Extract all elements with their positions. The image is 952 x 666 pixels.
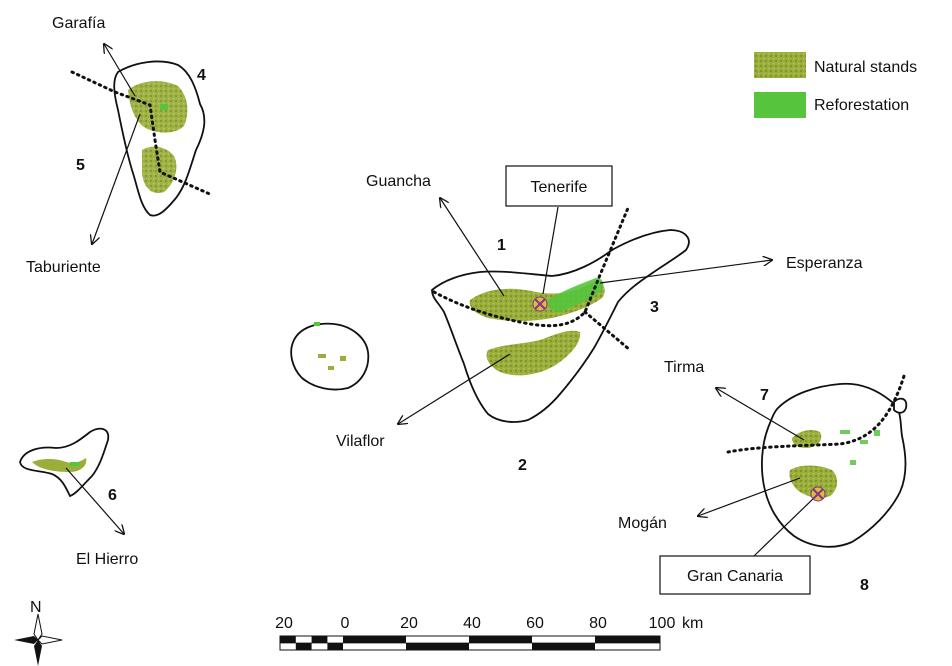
callout-box-tenerife [505, 165, 613, 207]
arrow-el-hierro [65, 467, 124, 534]
scale-bar: 20 0 20 40 60 80 100 km [275, 615, 703, 651]
region-border-tenerife-north [432, 206, 630, 328]
la-gomera-island [290, 322, 370, 391]
scale-tick-label: 40 [463, 615, 481, 632]
legend-swatch-reforestation [754, 92, 806, 118]
arrow-taburiente [92, 113, 141, 244]
reforestation-la-palma [160, 104, 168, 110]
scale-tick-label: 20 [400, 615, 418, 632]
tenerife-island [398, 198, 772, 424]
north-label: N [30, 599, 42, 616]
region-number-5: 5 [76, 157, 85, 174]
region-number-7: 7 [760, 387, 769, 404]
arrow-guancha [440, 198, 505, 297]
north-arrow: N [14, 599, 63, 666]
natural-stand-mogan [789, 465, 838, 499]
label-vilaflor: Vilaflor [336, 433, 385, 450]
legend-swatch-natural [754, 52, 806, 78]
legend-label-natural: Natural stands [814, 59, 917, 76]
label-garafia: Garafía [52, 15, 105, 32]
natural-stand-tenerife-south [486, 330, 581, 376]
la-palma-island [70, 44, 214, 244]
scale-tick-label: 60 [526, 615, 544, 632]
legend: Natural stands Reforestation [754, 52, 917, 118]
label-guancha: Guancha [366, 173, 431, 190]
region-border-gran-canaria [726, 374, 906, 454]
label-taburiente: Taburiente [26, 259, 101, 276]
region-number-1: 1 [497, 237, 506, 254]
label-tirma: Tirma [664, 359, 704, 376]
region-number-3: 3 [650, 299, 659, 316]
region-number-2: 2 [518, 457, 527, 474]
scale-tick-label: 80 [589, 615, 607, 632]
natural-stand-el-hierro [32, 458, 87, 472]
region-number-4: 4 [197, 67, 206, 84]
arrow-mogan [698, 477, 801, 516]
region-number-8: 8 [860, 577, 869, 594]
reforestation-el-hierro [70, 462, 80, 466]
natural-stand-tirma [792, 430, 822, 448]
legend-label-reforestation: Reforestation [814, 97, 909, 114]
site-marker-tenerife [532, 296, 548, 312]
scale-unit: km [682, 615, 703, 632]
natural-stand-la-palma [128, 81, 188, 133]
region-border-tenerife-east [583, 310, 632, 352]
line-gran-canaria-callout [753, 495, 817, 557]
natural-stand-la-gomera [318, 354, 346, 370]
label-mogan: Mogán [618, 515, 667, 532]
region-border-la-palma-north [70, 70, 157, 142]
reforestation-gran-canaria [840, 430, 880, 465]
site-marker-gran-canaria [810, 486, 826, 502]
arrow-vilaflor [398, 353, 511, 424]
scale-tick-label: 100 [649, 615, 676, 632]
el-hierro-island [19, 427, 124, 534]
arrow-garafia [104, 44, 136, 97]
reforestation-la-gomera [314, 322, 320, 326]
label-gran-canaria: Gran Canaria [687, 568, 783, 585]
region-number-6: 6 [108, 487, 117, 504]
label-tenerife: Tenerife [531, 179, 588, 196]
label-esperanza: Esperanza [786, 255, 863, 272]
callout-box-gran-canaria [659, 555, 811, 595]
arrow-tirma [716, 388, 805, 441]
compass-icon [14, 613, 63, 666]
line-tenerife-callout [542, 206, 559, 295]
reforestation-tenerife [547, 278, 604, 312]
gran-canaria-island [698, 374, 908, 557]
arrow-esperanza [599, 260, 772, 284]
scale-tick-label: 0 [341, 615, 350, 632]
label-el-hierro: El Hierro [76, 551, 138, 568]
region-border-la-palma-south [153, 138, 214, 197]
scale-tick-label: 20 [275, 615, 293, 632]
